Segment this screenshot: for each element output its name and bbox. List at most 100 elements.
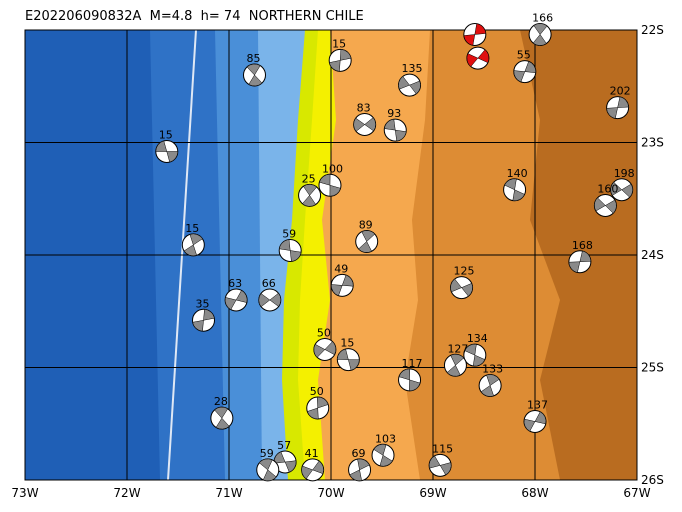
y-tick-label: 26S xyxy=(641,473,664,487)
ball-quadrant xyxy=(353,117,376,132)
event-label: 59 xyxy=(260,447,274,460)
beachball xyxy=(463,23,487,46)
ball-quadrant xyxy=(192,309,215,332)
beachball xyxy=(383,118,407,142)
x-tick-label: 73W xyxy=(11,486,38,500)
beachball xyxy=(398,73,422,97)
ball-quadrant xyxy=(258,292,282,308)
frame xyxy=(24,29,638,481)
y-tick-label: 24S xyxy=(641,248,664,262)
beachball xyxy=(478,374,502,397)
ball-quadrant xyxy=(568,250,592,273)
ball-quadrant xyxy=(373,444,393,467)
event-label: 49 xyxy=(334,262,348,275)
ball-quadrant xyxy=(279,239,302,262)
y-tick-label: 25S xyxy=(641,361,664,375)
event-label: 134 xyxy=(467,332,488,345)
ball-quadrant xyxy=(504,178,525,201)
event-label: 69 xyxy=(352,447,366,460)
ball-quadrant xyxy=(319,174,341,197)
beachball xyxy=(398,368,422,392)
event-label: 83 xyxy=(357,102,371,115)
beachball xyxy=(528,23,552,46)
event-label: 50 xyxy=(317,327,331,340)
ball-quadrant xyxy=(480,374,500,397)
beachball xyxy=(523,410,547,433)
event-label: 55 xyxy=(517,49,531,62)
beachball xyxy=(443,353,467,377)
event-label: 115 xyxy=(432,442,453,455)
beachball xyxy=(353,113,377,136)
event-label: 160 xyxy=(597,183,618,196)
ball-quadrant xyxy=(301,460,324,480)
event-label: 135 xyxy=(402,62,423,75)
ball-quadrant xyxy=(258,458,277,482)
beachball xyxy=(336,348,360,372)
ball-quadrant xyxy=(523,411,547,432)
ball-quadrant xyxy=(302,184,318,207)
event-label: 127 xyxy=(447,342,468,355)
event-label: 15 xyxy=(332,37,346,50)
beachball xyxy=(606,96,630,120)
ball-quadrant xyxy=(450,278,473,297)
ball-quadrant xyxy=(463,23,487,46)
event-label: 198 xyxy=(614,167,635,180)
title: E202206090832A M=4.8 h= 74 NORTHERN CHIL… xyxy=(25,9,364,24)
beachball xyxy=(428,453,452,477)
y-tick-label: 23S xyxy=(641,136,664,150)
x-tick-label: 71W xyxy=(215,486,242,500)
beachball xyxy=(610,178,634,202)
event-label: 140 xyxy=(507,167,528,180)
beachball xyxy=(278,239,302,262)
beachball xyxy=(355,230,379,253)
beachball xyxy=(330,273,354,297)
beachball xyxy=(210,406,234,430)
beachball xyxy=(155,140,179,163)
beachball xyxy=(318,173,342,197)
ball-quadrant xyxy=(224,290,248,310)
event-label: 35 xyxy=(196,297,210,310)
event-label: 137 xyxy=(527,399,548,412)
beachball xyxy=(313,338,337,361)
event-label: 168 xyxy=(572,239,593,252)
x-tick-label: 68W xyxy=(521,486,548,500)
ball-quadrant xyxy=(610,181,633,198)
ball-quadrant xyxy=(384,118,407,142)
ball-quadrant xyxy=(428,455,452,476)
x-tick-label: 70W xyxy=(317,486,344,500)
ball-quadrant xyxy=(594,197,617,214)
event-label: 117 xyxy=(402,357,423,370)
event-label: 133 xyxy=(482,363,503,376)
beachball xyxy=(224,288,248,312)
ball-quadrant xyxy=(398,368,421,392)
ball-quadrant xyxy=(331,274,354,297)
ball-quadrant xyxy=(532,23,548,46)
beachball xyxy=(371,443,395,467)
event-label: 15 xyxy=(185,222,199,235)
ball-quadrant xyxy=(329,49,352,72)
beachball xyxy=(181,233,205,257)
beachball xyxy=(503,178,527,202)
event-label: 103 xyxy=(375,432,396,445)
beachball xyxy=(273,450,297,474)
x-tick-label: 69W xyxy=(419,486,446,500)
event-label: 28 xyxy=(214,395,228,408)
beachball xyxy=(593,194,617,217)
beachball xyxy=(256,458,280,482)
ball-quadrant xyxy=(464,343,486,367)
ball-quadrant xyxy=(183,233,203,257)
beachball xyxy=(568,250,592,274)
beachball xyxy=(513,60,537,84)
ball-quadrant xyxy=(306,396,329,420)
beachball xyxy=(306,396,330,420)
x-tick-label: 72W xyxy=(113,486,140,500)
ball-quadrant xyxy=(349,458,370,482)
beachball xyxy=(463,343,487,367)
event-label: 85 xyxy=(247,52,261,65)
beachball xyxy=(466,46,490,70)
beachball xyxy=(243,63,266,87)
ball-quadrant xyxy=(466,49,490,67)
event-label: 93 xyxy=(387,107,401,120)
event-label: 59 xyxy=(282,228,296,241)
